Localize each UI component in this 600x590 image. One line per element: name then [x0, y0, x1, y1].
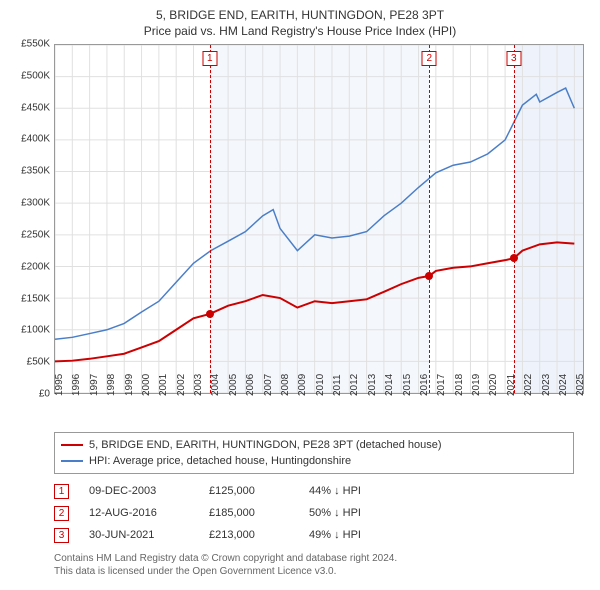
footnote: Contains HM Land Registry data © Crown c… [54, 552, 590, 578]
plot-svg [55, 45, 583, 393]
event-number-box: 1 [54, 484, 69, 499]
x-tick-label: 1999 [124, 374, 135, 396]
x-tick-label: 2025 [575, 374, 586, 396]
x-tick-label: 2023 [541, 374, 552, 396]
y-tick-label: £350K [21, 166, 50, 177]
y-tick-label: £500K [21, 70, 50, 81]
chart-container: 5, BRIDGE END, EARITH, HUNTINGDON, PE28 … [0, 0, 600, 590]
event-price: £125,000 [209, 485, 289, 497]
x-axis: 1995199619971998199920002001200220032004… [54, 394, 584, 424]
event-number-box: 2 [54, 506, 69, 521]
event-vline [210, 45, 211, 393]
y-tick-label: £250K [21, 229, 50, 240]
chart-area: £0 £50K £100K £150K £200K £250K £300K £350K £400… [10, 44, 590, 424]
legend-row: 5, BRIDGE END, EARITH, HUNTINGDON, PE28 … [61, 437, 567, 453]
x-tick-label: 1998 [106, 374, 117, 396]
x-tick-label: 2021 [506, 374, 517, 396]
event-vline [514, 45, 515, 393]
x-tick-label: 2012 [349, 374, 360, 396]
x-tick-label: 1997 [89, 374, 100, 396]
y-tick-label: £300K [21, 198, 50, 209]
x-tick-label: 2000 [141, 374, 152, 396]
y-tick-label: £150K [21, 293, 50, 304]
event-marker-box: 2 [422, 51, 437, 66]
x-tick-label: 2020 [488, 374, 499, 396]
x-tick-label: 2018 [454, 374, 465, 396]
event-date: 30-JUN-2021 [89, 529, 189, 541]
event-date: 09-DEC-2003 [89, 485, 189, 497]
event-diff: 49% ↓ HPI [309, 529, 409, 541]
x-tick-label: 2004 [210, 374, 221, 396]
y-axis: £0 £50K £100K £150K £200K £250K £300K £350K £400… [10, 44, 54, 424]
legend-label: HPI: Average price, detached house, Hunt… [89, 455, 351, 467]
event-diff: 44% ↓ HPI [309, 485, 409, 497]
event-row: 2 12-AUG-2016 £185,000 50% ↓ HPI [54, 502, 590, 524]
x-tick-label: 2001 [158, 374, 169, 396]
x-tick-label: 2005 [228, 374, 239, 396]
x-tick-label: 2013 [367, 374, 378, 396]
x-tick-label: 2024 [558, 374, 569, 396]
event-row: 3 30-JUN-2021 £213,000 49% ↓ HPI [54, 524, 590, 546]
x-tick-label: 2010 [315, 374, 326, 396]
y-tick-label: £0 [39, 389, 50, 400]
event-dot [425, 272, 433, 280]
event-price: £185,000 [209, 507, 289, 519]
event-dot [206, 310, 214, 318]
legend-label: 5, BRIDGE END, EARITH, HUNTINGDON, PE28 … [89, 439, 442, 451]
chart-title: 5, BRIDGE END, EARITH, HUNTINGDON, PE28 … [10, 8, 590, 22]
event-row: 1 09-DEC-2003 £125,000 44% ↓ HPI [54, 480, 590, 502]
event-diff: 50% ↓ HPI [309, 507, 409, 519]
x-tick-label: 2002 [176, 374, 187, 396]
event-marker-box: 1 [202, 51, 217, 66]
x-tick-label: 2016 [419, 374, 430, 396]
event-number-box: 3 [54, 528, 69, 543]
event-dot [510, 254, 518, 262]
x-tick-label: 1995 [54, 374, 65, 396]
plot-area: 1 2 3 [54, 44, 584, 394]
legend-color-swatch [61, 444, 83, 446]
legend: 5, BRIDGE END, EARITH, HUNTINGDON, PE28 … [54, 432, 574, 474]
y-tick-label: £100K [21, 325, 50, 336]
events-table: 1 09-DEC-2003 £125,000 44% ↓ HPI 2 12-AUG-201… [54, 480, 590, 546]
footnote-line1: Contains HM Land Registry data © Crown c… [54, 552, 590, 565]
legend-row: HPI: Average price, detached house, Hunt… [61, 453, 567, 469]
x-tick-label: 2011 [332, 374, 343, 396]
y-tick-label: £50K [27, 357, 50, 368]
y-tick-label: £550K [21, 39, 50, 50]
footnote-line2: This data is licensed under the Open Gov… [54, 565, 590, 578]
x-tick-label: 2015 [402, 374, 413, 396]
x-tick-label: 2009 [297, 374, 308, 396]
event-vline [429, 45, 430, 393]
y-tick-label: £400K [21, 134, 50, 145]
x-tick-label: 2017 [436, 374, 447, 396]
x-tick-label: 2008 [280, 374, 291, 396]
chart-subtitle: Price paid vs. HM Land Registry's House … [10, 24, 590, 38]
event-marker-box: 3 [506, 51, 521, 66]
x-tick-label: 2007 [263, 374, 274, 396]
y-tick-label: £450K [21, 102, 50, 113]
event-price: £213,000 [209, 529, 289, 541]
x-tick-label: 1996 [71, 374, 82, 396]
y-tick-label: £200K [21, 261, 50, 272]
x-tick-label: 2022 [523, 374, 534, 396]
x-tick-label: 2006 [245, 374, 256, 396]
x-tick-label: 2014 [384, 374, 395, 396]
x-tick-label: 2003 [193, 374, 204, 396]
legend-color-swatch [61, 460, 83, 462]
x-tick-label: 2019 [471, 374, 482, 396]
event-date: 12-AUG-2016 [89, 507, 189, 519]
